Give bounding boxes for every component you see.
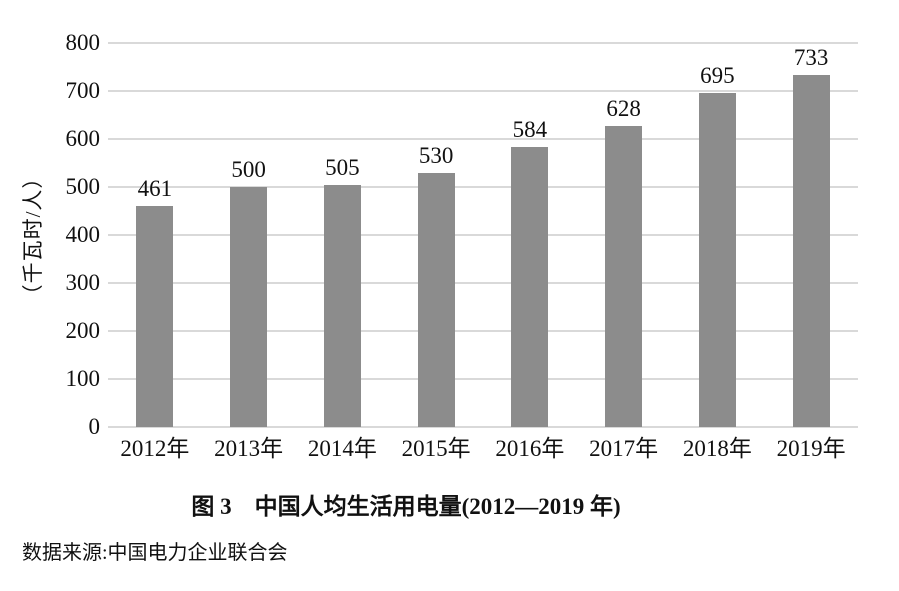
gridline-100 [108,378,858,380]
gridline-800 [108,42,858,44]
y-tick-label-800: 800 [65,30,101,55]
bar-2019年 [792,75,830,427]
bar-value-label-2015年: 530 [418,142,454,168]
bar-2017年 [605,125,643,427]
bar-value-label-2018年: 695 [700,63,735,89]
y-tick-label-200: 200 [65,318,101,343]
x-tick-label-2017年: 2017年 [589,436,659,461]
bar-value-label-2012年: 461 [137,175,173,201]
x-tick-label-2016年: 2016年 [495,436,565,461]
x-tick-label-2018年: 2018年 [682,436,752,461]
x-tick-label-2012年: 2012年 [120,436,190,461]
x-tick-label-2015年: 2015年 [401,436,471,461]
bar-2014年 [323,184,361,427]
gridline-200 [108,330,858,332]
y-tick-label-0: 0 [88,414,101,439]
bar-value-label-2013年: 500 [231,157,266,182]
x-tick-label-2014年: 2014年 [307,436,377,461]
bar-value-label-2017年: 628 [606,95,641,121]
gridline-500 [108,186,858,188]
gridline-600 [108,138,858,140]
bar-value-label-2019年: 733 [793,45,829,71]
figure-caption: 图 3 中国人均生活用电量(2012—2019 年) [191,494,621,519]
bar-2018年 [698,93,736,427]
gridline-300 [108,282,858,284]
data-source-note: 数据来源:中国电力企业联合会 [22,542,288,564]
bar-2013年 [230,187,268,427]
y-tick-label-400: 400 [65,222,101,247]
bar-value-label-2014年: 505 [325,154,360,180]
y-tick-label-100: 100 [65,366,101,391]
bar-2016年 [511,146,549,427]
y-tick-label-700: 700 [65,78,101,103]
y-tick-label-500: 500 [65,174,101,199]
x-tick-label-2013年: 2013年 [214,436,284,461]
bar-2012年 [136,205,174,427]
bar-2015年 [417,172,455,427]
y-tick-label-300: 300 [65,270,101,295]
y-tick-label-600: 600 [65,126,101,151]
gridline-400 [108,234,858,236]
bar-value-label-2016年: 584 [512,116,548,142]
gridline-700 [108,90,858,92]
x-tick-label-2019年: 2019年 [776,436,846,461]
gridline-0 [108,426,858,428]
plot-area: 461 500 505 530 584 628 695 733 [108,42,858,428]
